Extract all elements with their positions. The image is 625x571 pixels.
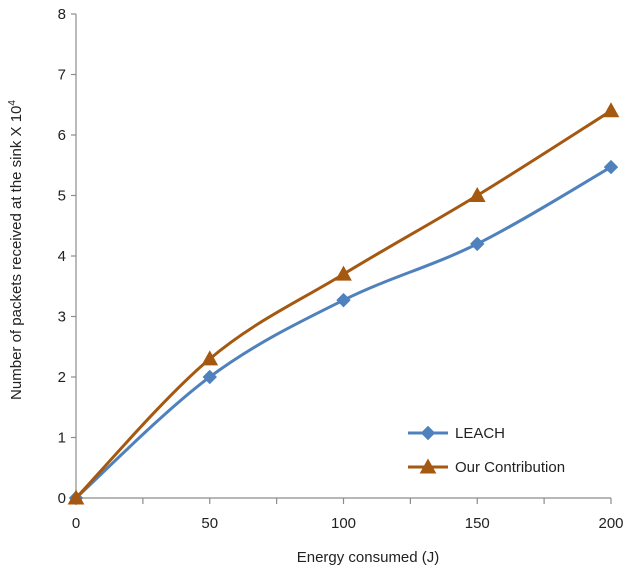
data-point <box>336 292 351 308</box>
legend-item: Our Contribution <box>408 458 565 476</box>
y-tick-label: 5 <box>58 188 66 205</box>
y-tick-label: 7 <box>58 67 66 84</box>
data-point <box>335 265 352 281</box>
x-tick-label: 200 <box>598 515 623 532</box>
data-point <box>470 236 485 252</box>
y-tick-label: 6 <box>58 127 66 144</box>
y-tick-label: 2 <box>58 369 66 386</box>
y-tick-label: 0 <box>58 490 66 507</box>
legend-item: LEACH <box>408 425 505 442</box>
y-axis-label-text: Number of packets received at the sink X… <box>8 106 25 400</box>
legend-label: Our Contribution <box>455 459 565 476</box>
series-line <box>74 165 613 500</box>
x-tick-label: 0 <box>72 515 80 532</box>
x-ticks: 0 50 100 150 200 <box>72 498 624 532</box>
series-2 <box>67 102 620 505</box>
y-tick-label: 1 <box>58 430 66 447</box>
x-axis-label: Energy consumed (J) <box>297 549 440 566</box>
legend: LEACH Our Contribution <box>408 425 565 476</box>
data-point <box>468 186 486 202</box>
y-ticks: 0 1 2 3 4 5 6 7 8 <box>58 6 76 507</box>
y-tick-label: 8 <box>58 6 66 23</box>
x-tick-label: 150 <box>465 515 490 532</box>
x-tick-label: 100 <box>331 515 356 532</box>
series-layer <box>67 102 620 506</box>
legend-marker <box>419 458 437 474</box>
data-point <box>202 369 217 385</box>
legend-marker <box>420 425 436 441</box>
y-axis-label: Number of packets received at the sink X… <box>7 100 25 400</box>
axes <box>75 14 611 499</box>
y-axis-label-exponent: 4 <box>7 100 18 106</box>
x-tick-label: 50 <box>201 515 218 532</box>
data-point <box>603 159 619 175</box>
data-point <box>67 489 85 505</box>
y-tick-label: 4 <box>58 248 66 265</box>
y-tick-label: 3 <box>58 309 66 326</box>
data-point <box>602 102 620 118</box>
data-point <box>201 350 219 366</box>
legend-label: LEACH <box>455 425 505 442</box>
series-1 <box>68 159 619 506</box>
